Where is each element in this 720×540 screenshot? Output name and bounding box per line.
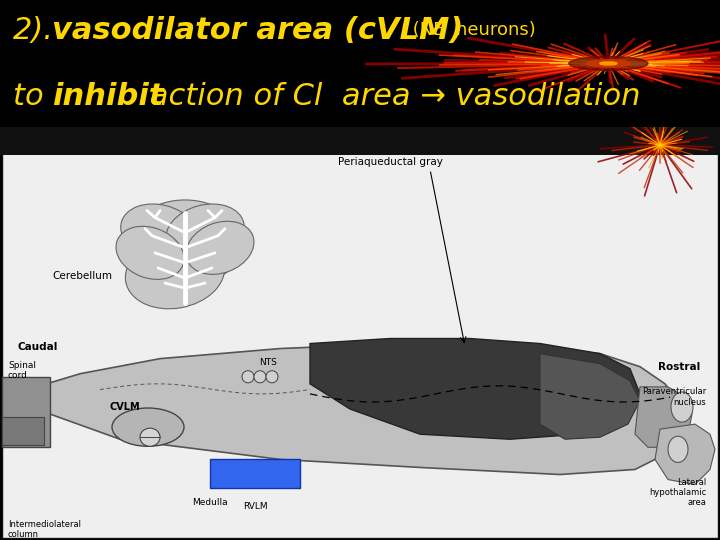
Ellipse shape <box>127 200 243 286</box>
Circle shape <box>587 59 630 68</box>
Circle shape <box>266 371 278 383</box>
Text: NTS: NTS <box>259 357 277 367</box>
Circle shape <box>600 62 617 65</box>
Ellipse shape <box>668 436 688 462</box>
Polygon shape <box>540 354 640 439</box>
Ellipse shape <box>121 204 199 261</box>
Text: action of Cl  area → vasodilation: action of Cl area → vasodilation <box>140 82 641 111</box>
Polygon shape <box>635 387 692 447</box>
Text: Intermediolateral
column: Intermediolateral column <box>8 520 81 539</box>
Text: inhibit: inhibit <box>52 82 163 111</box>
Ellipse shape <box>186 221 254 274</box>
Text: Rostral: Rostral <box>658 362 700 372</box>
Bar <box>0 127 720 155</box>
Text: Lateral
hypothalamic
area: Lateral hypothalamic area <box>649 477 706 508</box>
Circle shape <box>569 57 648 70</box>
Bar <box>210 460 300 488</box>
Text: Medulla: Medulla <box>192 498 228 507</box>
Text: to: to <box>13 82 53 111</box>
Text: Cerebellum: Cerebellum <box>52 271 112 281</box>
Bar <box>2 417 44 445</box>
Ellipse shape <box>671 392 693 422</box>
Text: Paraventricular
nucleus: Paraventricular nucleus <box>642 387 706 407</box>
Ellipse shape <box>116 226 184 279</box>
Polygon shape <box>655 424 715 484</box>
Ellipse shape <box>112 408 184 446</box>
Polygon shape <box>30 343 680 475</box>
Ellipse shape <box>166 204 244 261</box>
Ellipse shape <box>140 428 160 446</box>
Text: 2).: 2). <box>13 16 54 45</box>
Bar <box>2 377 50 447</box>
Circle shape <box>242 371 254 383</box>
Circle shape <box>254 371 266 383</box>
Text: RVLM: RVLM <box>243 502 267 511</box>
Text: vasodilator area (cVLM): vasodilator area (cVLM) <box>52 16 463 45</box>
Polygon shape <box>310 339 640 439</box>
Text: CVLM: CVLM <box>110 402 140 412</box>
Ellipse shape <box>125 237 225 309</box>
Text: Caudal: Caudal <box>18 341 58 352</box>
Text: Periaqueductal gray: Periaqueductal gray <box>338 157 442 167</box>
Text: (NE  neurons): (NE neurons) <box>407 22 536 39</box>
Text: Spinal
cord: Spinal cord <box>8 361 36 380</box>
